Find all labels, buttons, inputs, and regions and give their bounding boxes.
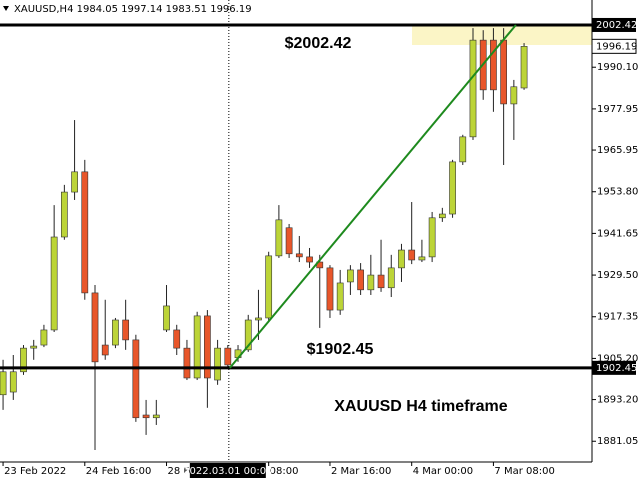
annotation: $2002.42	[285, 35, 352, 52]
candle-body-bear	[204, 315, 211, 379]
candle-body-bear	[122, 319, 130, 341]
candle-body-bear	[500, 39, 507, 105]
candle-body-bull	[244, 319, 252, 351]
y-tick-label: 1977.95	[597, 104, 638, 115]
candle-body-bull	[152, 414, 160, 419]
candle-body-bear	[91, 292, 99, 363]
y-tick-label: 1929.50	[597, 270, 638, 281]
candle-body-bull	[50, 236, 58, 331]
candle-body-bull	[9, 371, 17, 393]
candle-body-bull	[520, 46, 528, 89]
candle-body-bear	[183, 347, 191, 379]
candle-body-bull	[163, 305, 170, 331]
level-tag: 1902.45	[596, 363, 637, 374]
candle-body-bull	[265, 255, 273, 319]
y-tick-label: 1953.80	[597, 187, 638, 198]
candle-body-bull	[71, 171, 78, 193]
candle-body-bull	[255, 317, 262, 321]
y-tick-label: 1941.65	[597, 228, 638, 239]
candle-body-bull	[428, 217, 436, 258]
candle-body-bull	[347, 269, 354, 283]
y-tick-label: 1990.10	[597, 62, 638, 73]
candle-body-bear	[377, 274, 385, 289]
last-price-tag: 1996.19	[596, 41, 637, 52]
crosshair-label-bg	[189, 463, 266, 478]
x-tick-label: 2 Mar 16:00	[331, 466, 391, 477]
candle-body-bull	[20, 347, 27, 373]
x-tick-label: 28 Feb	[168, 466, 202, 477]
candle-body-bear	[132, 339, 140, 419]
candle-body-bull	[193, 315, 201, 379]
candle-body-bear	[285, 227, 293, 255]
candle-body-bull	[387, 267, 395, 289]
candle-body-bear	[326, 267, 334, 311]
candle-body-bull	[40, 329, 48, 346]
candle-body-bear	[81, 171, 89, 294]
candle-body-bear	[295, 253, 303, 258]
candle-body-bull	[60, 191, 68, 238]
x-tick-label: 7 Mar 08:00	[494, 466, 554, 477]
candle-body-bear	[490, 39, 497, 91]
candle-body-bull	[449, 161, 456, 215]
y-tick-label: 1905.20	[597, 353, 638, 364]
y-tick-label: 1965.95	[597, 145, 638, 156]
candle-body-bear	[408, 249, 416, 261]
last-price-tag-bg	[591, 38, 637, 54]
y-tick-label: 1893.20	[597, 395, 638, 406]
level-tag-bg	[592, 360, 636, 375]
candle-body-bull	[438, 213, 446, 219]
candle-body-bull	[367, 274, 375, 291]
candle-body-bear	[357, 269, 364, 291]
candle-body-bull	[30, 345, 38, 349]
candle-body-bear	[173, 329, 181, 349]
crosshair-label: 2022.03.01 00:00	[183, 466, 272, 477]
header: XAUUSD,H4 1984.05 1997.14 1983.51 1996.1…	[14, 4, 252, 15]
trendline	[229, 24, 517, 369]
level-tag-bg	[592, 17, 636, 32]
candle-body-bear	[101, 344, 109, 356]
candle-body-bull	[469, 39, 477, 138]
candle-body-bull	[398, 249, 405, 269]
candle-body-bear	[224, 347, 232, 366]
annotation: $1902.45	[307, 341, 374, 358]
x-tick-label: 4 Mar 00:00	[413, 466, 473, 477]
y-tick-label: 1881.05	[597, 436, 638, 447]
candle-body-bear	[306, 256, 313, 263]
annotation: XAUUSD H4 timeframe	[334, 398, 507, 415]
x-tick-label: 08:00	[270, 466, 299, 477]
candle-body-bull	[336, 282, 344, 311]
y-tick-label: 1917.35	[597, 312, 638, 323]
x-tick-label: 24 Feb 16:00	[86, 466, 152, 477]
candle-body-bull	[418, 256, 426, 261]
x-tick-label: 23 Feb 2022	[4, 466, 66, 477]
candle-body-bull	[459, 136, 467, 163]
candle-body-bull	[214, 347, 221, 381]
level-tag: 2002.42	[596, 20, 637, 31]
candle-body-bull	[112, 319, 119, 346]
candle-body-bull	[275, 219, 283, 257]
candle-body-bull	[0, 371, 7, 396]
candle-body-bear	[142, 414, 150, 419]
candle-body-bull	[510, 86, 518, 105]
highlight-zone	[412, 26, 592, 45]
header-arrow	[3, 6, 9, 11]
